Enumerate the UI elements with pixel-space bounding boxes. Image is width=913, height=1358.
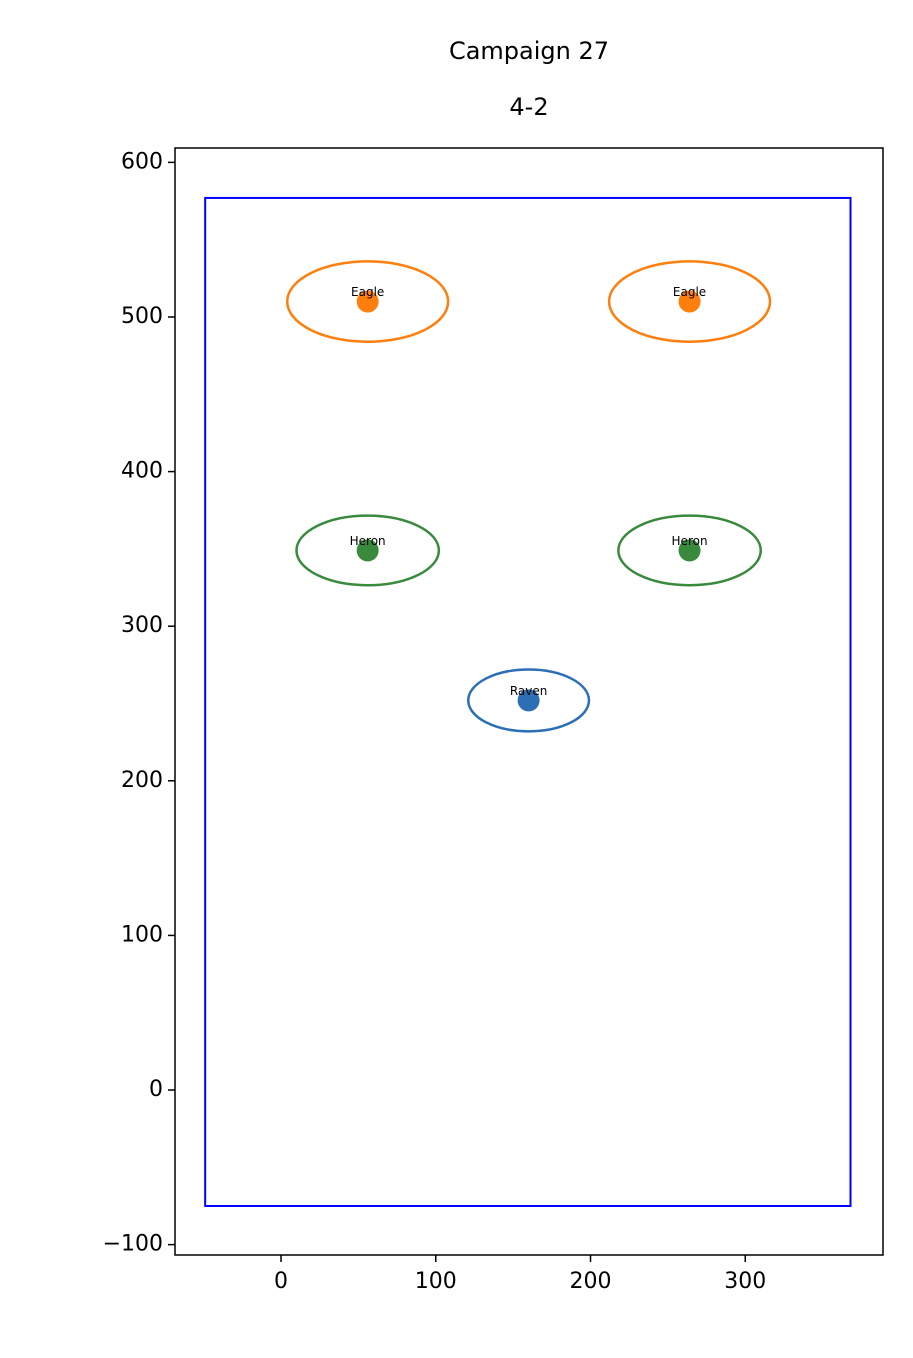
point-label: Eagle — [673, 285, 706, 299]
y-tick-label: 500 — [121, 304, 163, 329]
axes-frame — [174, 147, 884, 1256]
y-tick-label: −100 — [103, 1232, 163, 1257]
x-tick-label: 200 — [570, 1269, 612, 1294]
point — [517, 689, 540, 712]
y-tick-label: 0 — [149, 1077, 163, 1102]
point — [678, 290, 701, 313]
point — [356, 539, 379, 562]
point-label: Raven — [510, 684, 548, 698]
zone-ellipse — [617, 514, 762, 587]
y-tick-label: 200 — [121, 768, 163, 793]
field-boundary — [204, 196, 852, 1207]
x-tick-label: 0 — [274, 1269, 288, 1294]
y-tick-label: 600 — [121, 149, 163, 174]
point — [678, 539, 701, 562]
chart-title: Campaign 27 — [449, 37, 609, 65]
zone-ellipse — [607, 260, 772, 343]
chart-subtitle: 4-2 — [509, 93, 548, 121]
zone-ellipse — [467, 668, 591, 733]
zone-ellipse — [295, 514, 441, 587]
y-tick-label: 400 — [121, 459, 163, 484]
y-tick-label: 100 — [121, 922, 163, 947]
y-tick-label: 300 — [121, 613, 163, 638]
point-label: Heron — [672, 534, 708, 548]
point — [356, 290, 379, 313]
zone-ellipse — [285, 260, 450, 343]
point-label: Eagle — [351, 285, 384, 299]
x-tick-label: 100 — [415, 1269, 457, 1294]
point-label: Heron — [350, 534, 386, 548]
x-tick-label: 300 — [724, 1269, 766, 1294]
